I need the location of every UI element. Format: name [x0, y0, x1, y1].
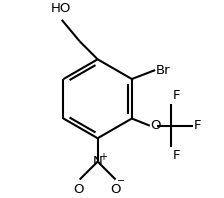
Text: HO: HO: [51, 2, 71, 15]
Text: +: +: [99, 152, 107, 162]
Text: O: O: [110, 183, 121, 196]
Text: −: −: [117, 176, 125, 186]
Text: O: O: [73, 183, 84, 196]
Text: O: O: [151, 119, 161, 132]
Text: N: N: [93, 155, 103, 168]
Text: Br: Br: [156, 64, 171, 77]
Text: F: F: [173, 149, 181, 162]
Text: F: F: [173, 89, 181, 102]
Text: F: F: [194, 119, 201, 132]
